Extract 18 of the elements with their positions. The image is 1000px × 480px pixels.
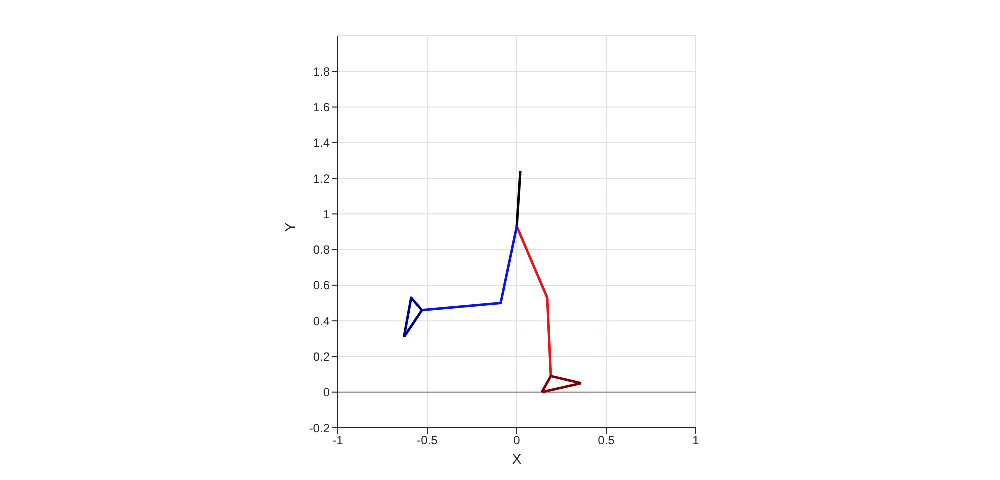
y-tick-label: 1.2: [313, 172, 330, 186]
x-tick-label: 1: [692, 434, 700, 448]
x-tick-label: 0.5: [598, 434, 616, 448]
y-tick-label: -0.2: [309, 421, 330, 436]
x-tick-label: 0: [514, 434, 521, 448]
x-axis-title: X: [512, 451, 522, 467]
y-tick-label: 0.4: [313, 314, 330, 328]
x-tick-label: -1: [332, 434, 344, 448]
y-tick-label: 0: [323, 386, 330, 400]
y-tick-label: 0.2: [313, 350, 330, 364]
y-tick-label: 1: [323, 207, 330, 222]
y-axis-title: Y: [282, 222, 298, 232]
y-tick-label: 1.8: [313, 64, 330, 79]
y-tick-label: 1.6: [313, 100, 330, 115]
x-tick-label: -0.5: [417, 434, 438, 448]
y-tick-label: 1.4: [313, 136, 330, 150]
y-tick-label: 0.8: [313, 243, 330, 258]
y-tick-label: 0.6: [313, 278, 330, 293]
